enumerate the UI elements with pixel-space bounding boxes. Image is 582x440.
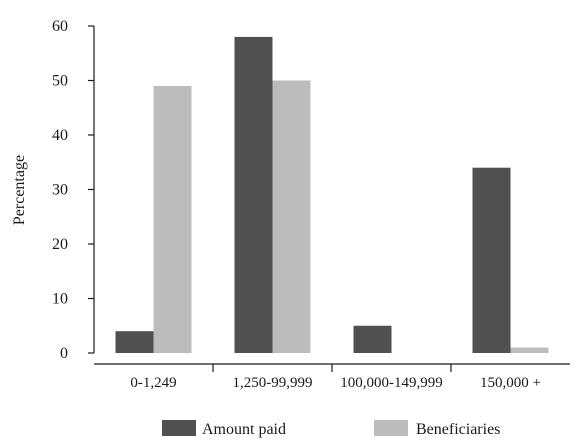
x-axis-categories: 0-1,249 1,250-99,999 100,000-149,999 150,00… bbox=[130, 364, 541, 391]
x-category-label: 150,000 + bbox=[480, 375, 541, 391]
x-category-label: 100,000-149,999 bbox=[340, 375, 443, 391]
bar-amount-paid bbox=[234, 36, 273, 354]
legend: Amount paid Beneficiaries bbox=[162, 420, 500, 438]
legend-label-amount-paid: Amount paid bbox=[202, 421, 286, 438]
y-axis-ticks: 0 10 20 30 40 50 60 bbox=[52, 18, 94, 362]
legend-label-beneficiaries: Beneficiaries bbox=[416, 421, 500, 438]
x-category-label: 0-1,249 bbox=[130, 375, 176, 391]
bar-amount-paid bbox=[472, 167, 511, 353]
y-tick-label: 40 bbox=[52, 127, 68, 144]
bar-beneficiaries bbox=[272, 80, 311, 353]
bars-layer bbox=[115, 36, 549, 354]
y-tick-label: 50 bbox=[52, 73, 68, 90]
y-tick-label: 60 bbox=[52, 18, 68, 35]
x-category-label: 1,250-99,999 bbox=[233, 375, 313, 391]
y-tick-label: 20 bbox=[52, 236, 68, 253]
bar-amount-paid bbox=[115, 331, 154, 353]
bar-beneficiaries bbox=[153, 85, 192, 353]
bar-beneficiaries bbox=[510, 347, 549, 353]
y-tick-label: 30 bbox=[52, 182, 68, 199]
legend-swatch-beneficiaries bbox=[374, 420, 408, 436]
y-tick-label: 10 bbox=[52, 291, 68, 308]
y-axis-title: Percentage bbox=[11, 155, 28, 225]
bar-amount-paid bbox=[353, 325, 392, 353]
y-tick-label: 0 bbox=[60, 345, 68, 362]
legend-swatch-amount-paid bbox=[162, 420, 196, 436]
